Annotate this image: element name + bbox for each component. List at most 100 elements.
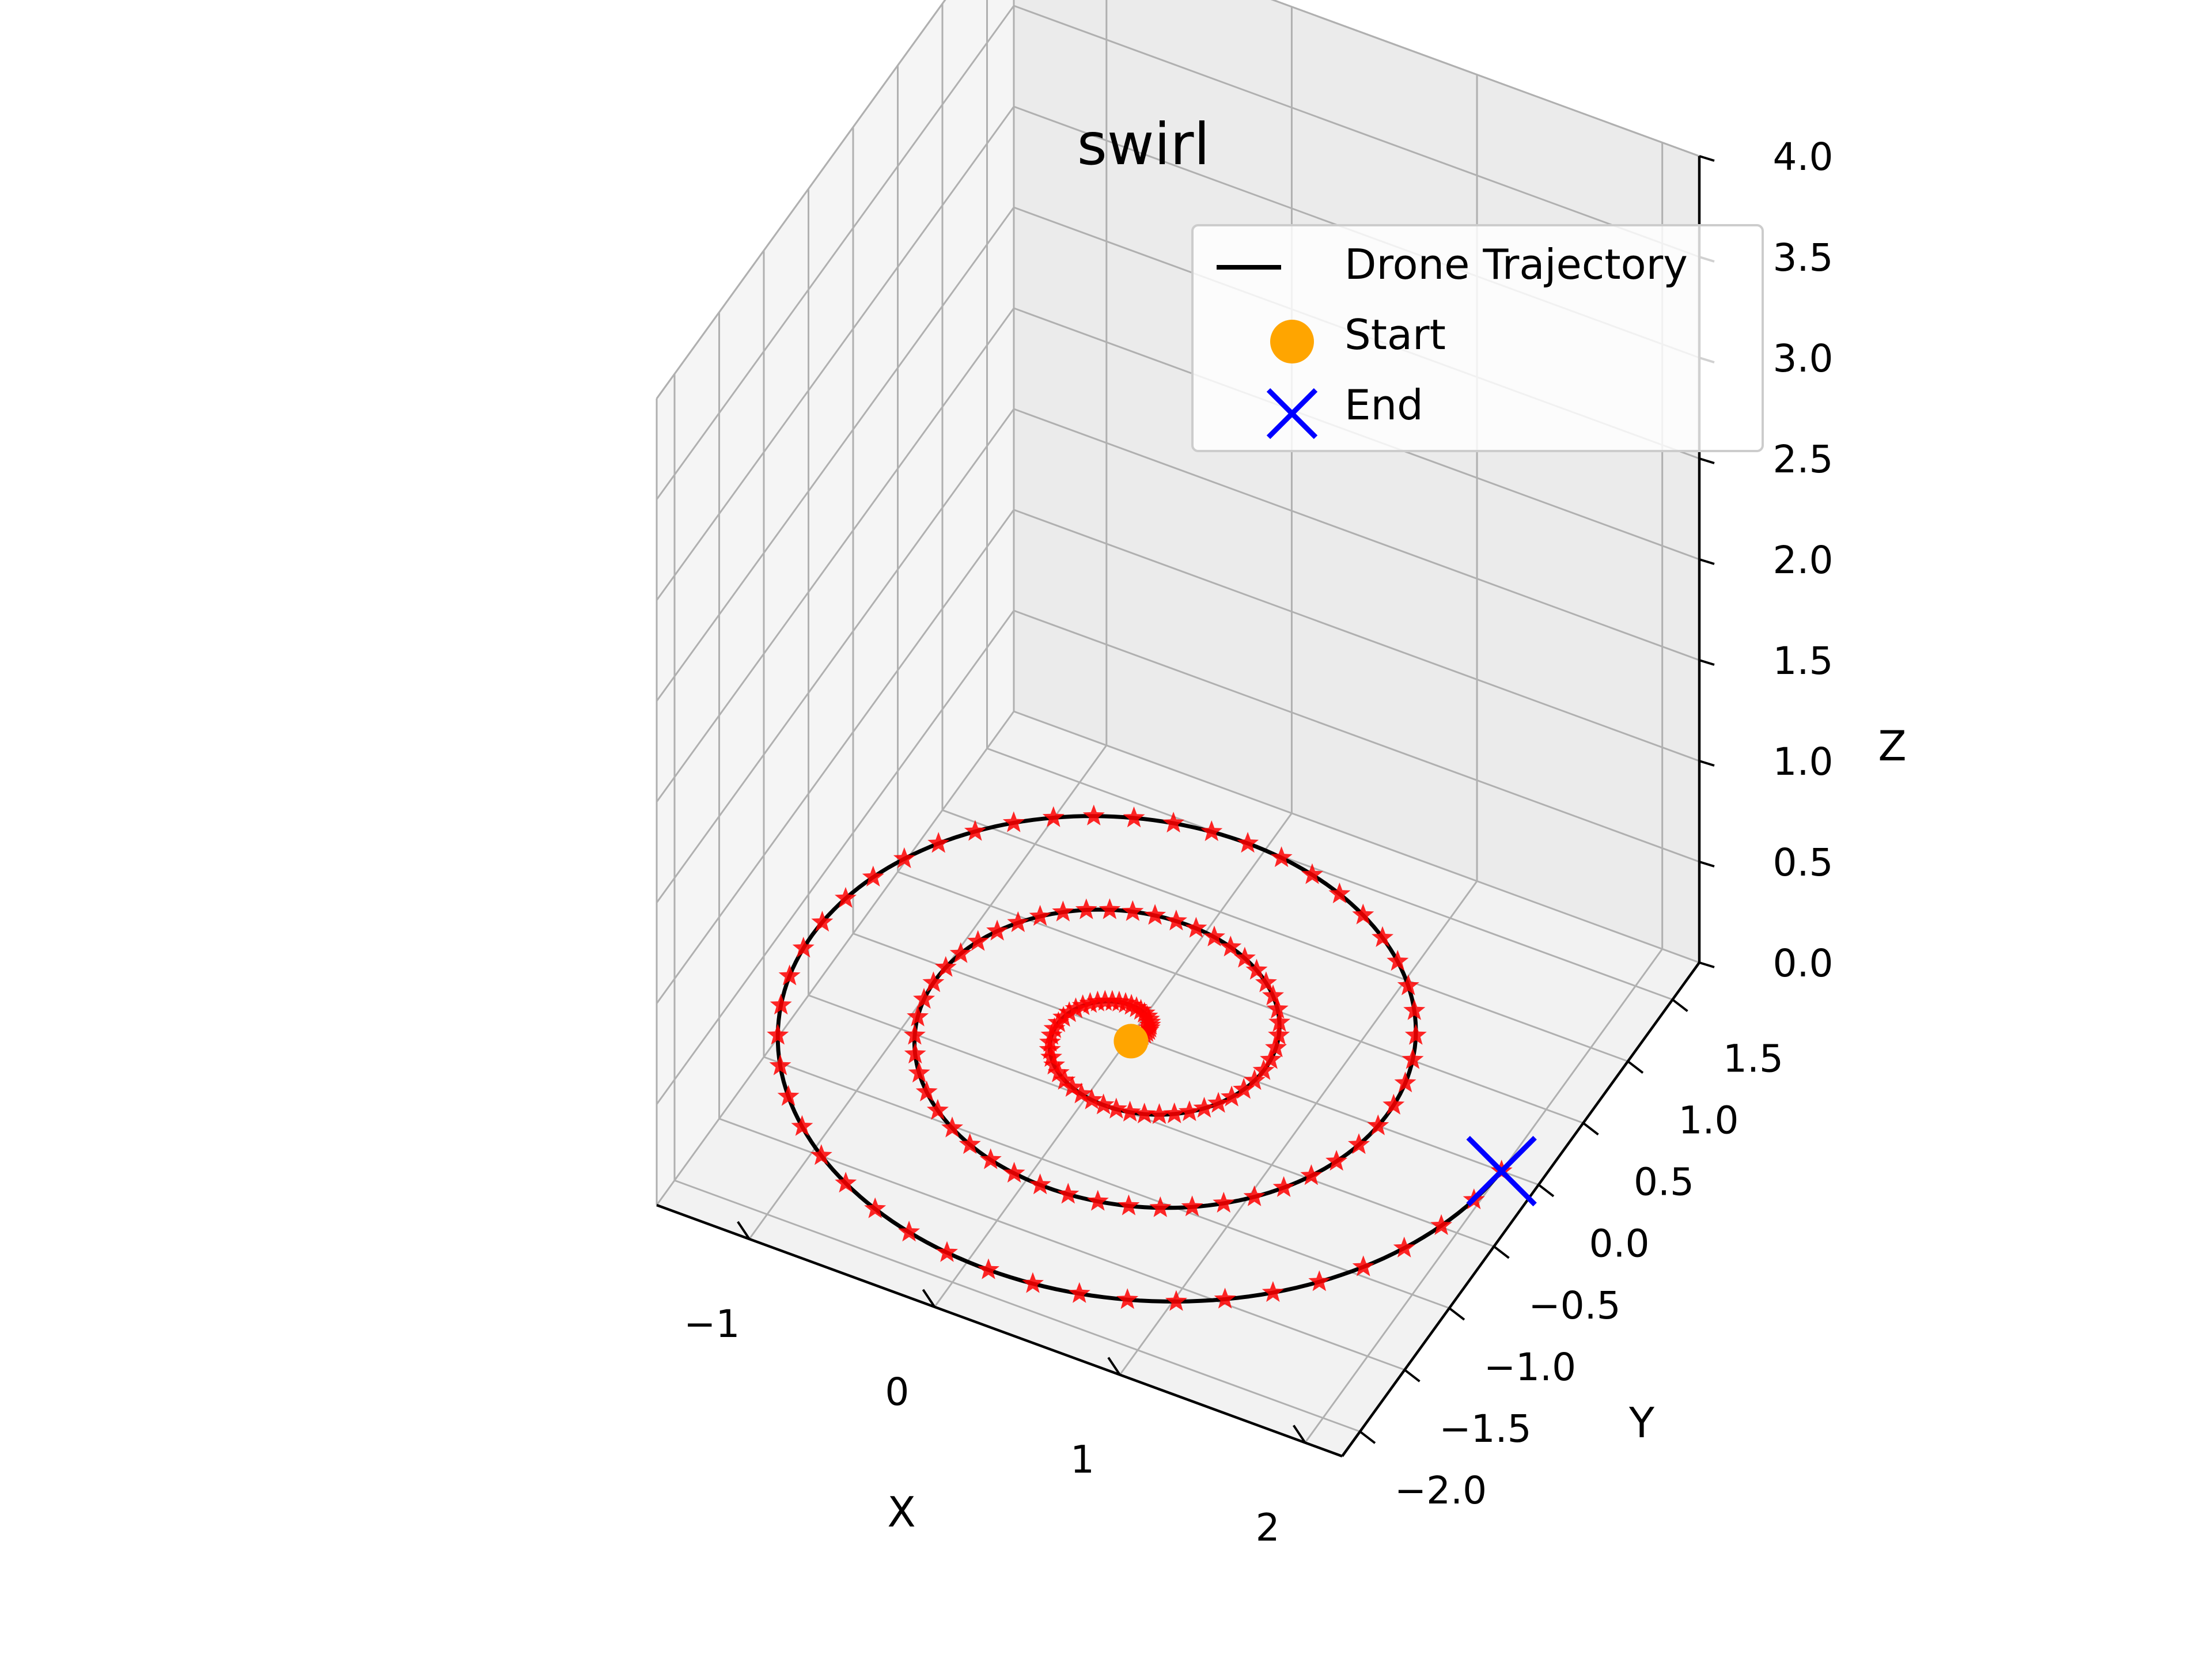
waypoint-marker [927, 832, 950, 853]
waypoint-marker [1243, 1185, 1266, 1206]
waypoint-marker [1233, 1078, 1255, 1099]
grid-line-z [1013, 609, 1700, 863]
z-tick [1699, 558, 1715, 565]
waypoint-marker [941, 1116, 963, 1138]
grid-line-z [656, 106, 1015, 601]
waypoint-marker [1126, 996, 1148, 1017]
waypoint-marker [791, 1115, 813, 1136]
grid-line-z [1013, 710, 1700, 964]
waypoint-marker [1021, 1272, 1044, 1293]
legend-item-trajectory: Drone Trajectory [1194, 233, 1762, 291]
grid-line-z [656, 308, 1015, 802]
waypoint-marker [1082, 804, 1105, 825]
waypoint-marker [1272, 1176, 1295, 1197]
waypoint-marker [1122, 900, 1144, 921]
waypoint-marker [1255, 971, 1277, 993]
waypoint-marker [979, 1148, 1002, 1169]
waypoint-marker [1325, 1150, 1348, 1171]
tick-labels: −1 0 1 2 −2.0 −1.5 −1.0 −0.5 0.0 0.5 1.0 1.5 0.0 0.5 1… [684, 135, 1833, 1550]
y-tick [1537, 1184, 1555, 1198]
waypoint-marker [1233, 946, 1256, 968]
z-tick [1699, 961, 1715, 968]
z-tick-label: 4.0 [1773, 135, 1834, 179]
z-tick-label: 2.5 [1773, 437, 1834, 482]
waypoint-marker [1237, 832, 1259, 853]
y-tick [1493, 1245, 1510, 1259]
waypoint-marker [1268, 1024, 1290, 1045]
waypoint-marker [908, 1062, 930, 1083]
waypoint-marker [1262, 984, 1284, 1006]
z-axis-label: Z [1878, 722, 1906, 770]
waypoint-marker [977, 1258, 999, 1279]
waypoint-marker [1328, 882, 1351, 904]
x-tick [1293, 1425, 1306, 1444]
grid-line-y [897, 871, 1584, 1124]
waypoint-marker [1029, 1173, 1051, 1195]
y-tick-label: 0.5 [1634, 1160, 1694, 1205]
waypoint-marker [1092, 1093, 1115, 1115]
waypoint-marker [1352, 1255, 1374, 1277]
waypoint-marker [767, 1024, 789, 1045]
x-axis-label: X [887, 1488, 915, 1536]
waypoint-marker [1116, 1288, 1139, 1309]
waypoint-marker [1403, 999, 1426, 1020]
waypoint-marker [1039, 1038, 1061, 1059]
y-tick-label: −1.5 [1439, 1407, 1531, 1451]
waypoint-marker [1200, 820, 1223, 842]
axis-panes [657, 0, 1699, 1456]
waypoint-marker [1115, 992, 1137, 1013]
grid-line-x [934, 812, 1293, 1308]
waypoint-marker [1054, 1069, 1076, 1090]
waypoint-marker [1165, 1290, 1187, 1311]
waypoint-marker [1266, 998, 1289, 1019]
waypoint-marker [1043, 1017, 1066, 1039]
waypoint-marker [907, 1005, 929, 1027]
y-tick-label: 1.5 [1723, 1036, 1783, 1081]
waypoint-marker [1042, 806, 1065, 827]
waypoint-marker [1268, 1011, 1291, 1032]
waypoint-marker [1070, 1082, 1093, 1104]
pane-edge [1270, 0, 1700, 157]
waypoint-marker [915, 1080, 938, 1101]
x-tick [1107, 1357, 1121, 1376]
waypoint-marker [1397, 974, 1419, 995]
waypoint-marker [1265, 1036, 1287, 1058]
waypoint-marker [1047, 1061, 1070, 1082]
waypoint-marker [1099, 898, 1121, 919]
waypoint-marker [1213, 1191, 1235, 1213]
waypoint-marker [1402, 1048, 1424, 1069]
grid-line-z [1013, 509, 1700, 762]
waypoint-marker [1300, 1164, 1323, 1185]
waypoint-marker [1086, 1190, 1109, 1211]
waypoint-marker [1007, 911, 1029, 933]
z-tick-label: 0.5 [1773, 840, 1834, 885]
y-tick [1359, 1430, 1376, 1444]
waypoint-marker [1301, 863, 1323, 884]
legend-label: Start [1344, 310, 1446, 359]
z-tick-label: 0.0 [1773, 941, 1834, 986]
grid-line-x [1304, 948, 1663, 1444]
waypoint-marker [967, 930, 989, 951]
waypoint-marker [903, 1024, 926, 1045]
y-tick [1672, 998, 1688, 1012]
waypoint-marker [898, 1221, 921, 1242]
legend-label: End [1344, 381, 1423, 429]
waypoint-marker [922, 971, 945, 993]
waypoint-marker [1207, 1092, 1230, 1113]
grid-line-y [718, 1118, 1406, 1371]
waypoint-marker [811, 911, 834, 932]
waypoint-marker [864, 1197, 887, 1218]
waypoint-marker [1270, 846, 1293, 868]
waypoint-marker [1052, 900, 1074, 922]
waypoint-marker [770, 994, 792, 1015]
waypoint-marker [1105, 1097, 1127, 1119]
y-tick-label: 0.0 [1589, 1222, 1650, 1266]
waypoint-marker [913, 987, 935, 1009]
grid-line-y [763, 1056, 1450, 1309]
waypoint-marker [1382, 1093, 1405, 1115]
x-axis-line [656, 1203, 1343, 1458]
waypoint-marker [1144, 904, 1166, 925]
waypoint-marker [1243, 1069, 1266, 1090]
waypoint-marker [1393, 1236, 1415, 1257]
